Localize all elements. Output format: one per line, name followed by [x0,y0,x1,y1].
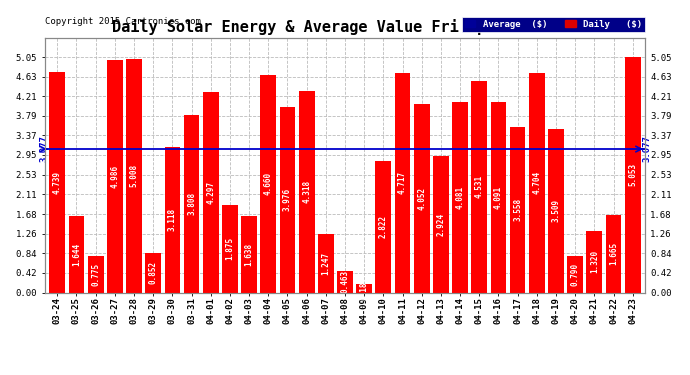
Bar [529,73,544,292]
Bar [318,234,334,292]
Bar [241,216,257,292]
Text: 4.531: 4.531 [475,176,484,198]
Text: 4.660: 4.660 [264,172,273,195]
Text: 1.665: 1.665 [609,242,618,265]
Text: 0.463: 0.463 [340,270,350,293]
Bar [260,75,276,292]
Bar [395,73,411,292]
Bar [567,256,583,292]
Bar [107,60,123,292]
Text: 0.189: 0.189 [359,276,368,300]
Text: 4.081: 4.081 [455,186,464,209]
Text: 3.118: 3.118 [168,208,177,231]
Bar [452,102,468,292]
Text: 4.052: 4.052 [417,186,426,210]
Text: 2.924: 2.924 [436,213,445,236]
Legend: Average  ($), Daily   ($): Average ($), Daily ($) [462,17,645,32]
Text: 1.247: 1.247 [322,252,331,275]
Text: 3.558: 3.558 [513,198,522,221]
Text: 4.739: 4.739 [53,171,62,194]
Bar [203,92,219,292]
Text: 1.638: 1.638 [245,243,254,266]
Bar [625,57,640,292]
Text: 3.077: 3.077 [642,136,651,162]
Bar [184,115,199,292]
Text: 3.077: 3.077 [39,136,48,162]
Text: 1.644: 1.644 [72,243,81,266]
Bar [433,156,448,292]
Bar [299,91,315,292]
Text: 4.704: 4.704 [532,171,541,194]
Bar [126,59,142,292]
Bar [88,256,103,292]
Title: Daily Solar Energy & Average Value Fri Apr 24 19:40: Daily Solar Energy & Average Value Fri A… [112,19,578,35]
Bar [471,81,487,292]
Text: 4.986: 4.986 [110,165,119,188]
Bar [491,102,506,292]
Text: 0.775: 0.775 [91,263,100,286]
Bar [414,104,430,292]
Text: 3.808: 3.808 [187,192,196,215]
Bar [375,161,391,292]
Bar [606,215,622,292]
Text: 4.318: 4.318 [302,180,311,203]
Bar [68,216,84,292]
Text: Copyright 2015 Cartronics.com: Copyright 2015 Cartronics.com [45,17,201,26]
Bar [164,147,180,292]
Bar [222,205,238,292]
Bar [146,253,161,292]
Text: 3.976: 3.976 [283,188,292,211]
Text: 2.822: 2.822 [379,215,388,238]
Text: 3.509: 3.509 [551,199,560,222]
Text: 5.053: 5.053 [628,163,637,186]
Bar [50,72,65,292]
Text: 0.790: 0.790 [571,262,580,286]
Bar [510,127,526,292]
Bar [548,129,564,292]
Text: 4.091: 4.091 [494,186,503,209]
Bar [279,107,295,292]
Text: 1.875: 1.875 [226,237,235,260]
Text: 1.320: 1.320 [590,250,599,273]
Text: 4.297: 4.297 [206,181,215,204]
Text: 4.717: 4.717 [398,171,407,194]
Text: 5.008: 5.008 [130,164,139,188]
Bar [356,284,372,292]
Text: 0.852: 0.852 [149,261,158,284]
Bar [586,231,602,292]
Bar [337,271,353,292]
